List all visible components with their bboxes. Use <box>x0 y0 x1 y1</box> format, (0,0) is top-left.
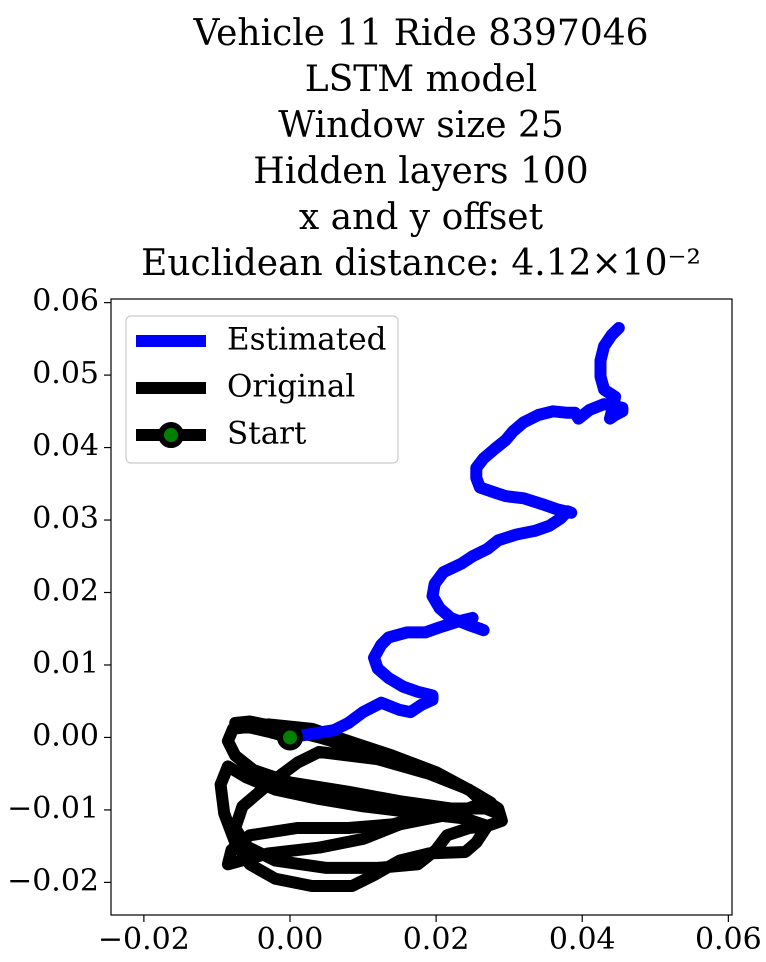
legend-label-original: Original <box>227 369 355 405</box>
y-tick-label: 0.01 <box>32 646 99 681</box>
title-line-3: Window size 25 <box>278 105 564 146</box>
start-marker <box>276 724 303 751</box>
series-original-line <box>214 715 508 892</box>
legend-start-marker <box>158 422 184 448</box>
title-line-5: x and y offset <box>299 197 544 238</box>
title-line-2: LSTM model <box>305 59 538 100</box>
series-estimated-line <box>284 322 629 744</box>
x-axis: −0.02 0.00 0.02 0.04 0.06 <box>98 915 762 957</box>
legend: Estimated Original Start <box>125 315 399 464</box>
y-tick-label: 0.06 <box>32 284 99 319</box>
x-tick-label: 0.02 <box>403 922 470 957</box>
legend-box <box>125 315 399 464</box>
legend-label-estimated: Estimated <box>227 322 386 358</box>
y-axis: −0.02 −0.01 0.00 0.01 0.02 0.03 0.04 0.05 0.06 <box>7 284 111 898</box>
title-line-4: Hidden layers 100 <box>253 151 588 192</box>
x-tick-label: 0.06 <box>695 922 762 957</box>
legend-label-start: Start <box>227 416 307 452</box>
y-tick-label: 0.00 <box>32 718 99 753</box>
y-tick-label: −0.01 <box>7 791 99 826</box>
plot-frame <box>110 298 733 916</box>
y-tick-label: 0.03 <box>32 501 99 536</box>
y-tick-label: 0.02 <box>32 574 99 609</box>
y-tick-label: 0.05 <box>32 356 99 391</box>
chart-title: Vehicle 11 Ride 8397046 LSTM model Window … <box>141 13 701 284</box>
title-line-6: Euclidean distance: 4.12×10⁻² <box>141 243 701 284</box>
plot-area <box>110 298 733 916</box>
y-tick-label: −0.02 <box>7 863 99 898</box>
x-tick-label: 0.00 <box>257 922 324 957</box>
x-tick-label: 0.04 <box>549 922 616 957</box>
title-line-1: Vehicle 11 Ride 8397046 <box>192 13 648 54</box>
x-tick-label: −0.02 <box>98 922 190 957</box>
y-tick-label: 0.04 <box>32 429 99 464</box>
